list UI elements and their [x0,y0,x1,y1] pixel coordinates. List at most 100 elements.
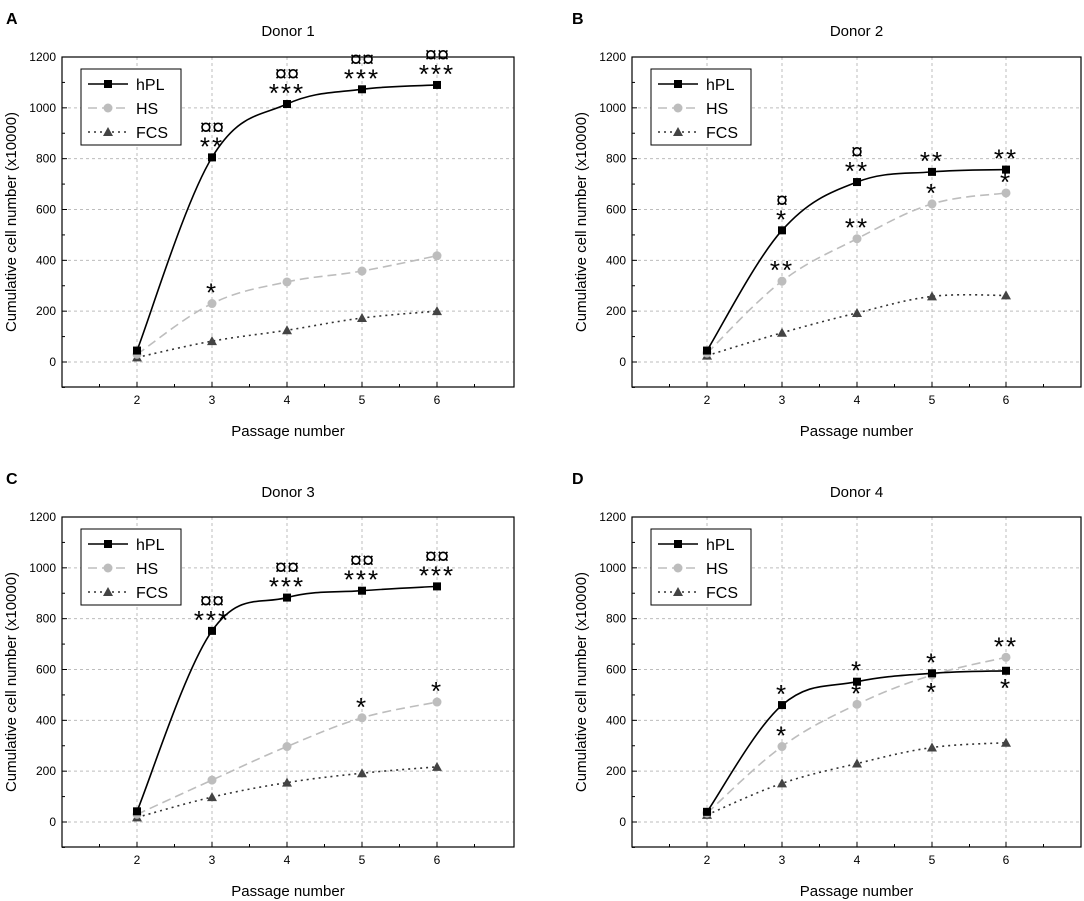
data-point-fcs [432,306,442,316]
significance-stars: *** [419,59,455,89]
data-point-hs [432,697,442,707]
legend-marker-fcs [103,587,113,596]
data-point-hpl [358,85,366,94]
x-tick-label: 3 [779,853,786,867]
y-axis-title: Cumulative cell number (x10000) [573,572,590,792]
data-point-hpl [208,626,216,635]
y-tick-label: 800 [606,152,626,166]
series-line-hs [136,701,438,816]
legend-marker-hs [673,103,683,113]
plot-frame [61,516,515,848]
legend-marker-hs [103,563,113,573]
y-tick-label: 400 [36,713,56,727]
plot-frame [61,56,515,388]
significance-stars: * [776,679,788,709]
y-tick-label: 1200 [599,510,626,524]
data-point-hpl [703,346,711,355]
significance-stars: * [776,721,788,751]
significance-stars: ** [845,213,869,243]
data-point-hpl [283,100,291,109]
y-tick-label: 400 [606,253,626,267]
data-point-hpl [778,226,786,235]
significance-stars: * [1000,673,1012,703]
data-point-hpl [1002,165,1010,174]
data-point-hs [357,713,367,723]
legend-label-hpl: hPL [706,77,735,94]
significance-stars: *** [344,63,380,93]
significance-circles: ¤¤ [200,588,224,613]
y-axis-title: Cumulative cell number (x10000) [3,572,20,792]
y-tick-label: 200 [606,304,626,318]
legend-label-fcs: FCS [706,585,738,602]
significance-circles: ¤¤ [275,61,299,86]
data-point-hs [432,251,442,261]
x-tick-label: 2 [134,853,141,867]
y-tick-label: 1200 [29,50,56,64]
data-point-fcs [1001,737,1011,747]
data-point-fcs [207,336,217,346]
legend-marker-hpl [674,80,682,88]
data-point-fcs [852,307,862,317]
significance-stars: * [926,178,938,208]
significance-stars: ** [770,255,794,285]
y-tick-label: 200 [36,764,56,778]
legend-label-fcs: FCS [136,585,168,602]
legend-marker-hpl [104,80,112,88]
legend-label-hs: HS [706,101,728,118]
y-tick-label: 800 [36,152,56,166]
significance-circles: ¤¤ [200,114,224,139]
legend-label-hs: HS [136,561,158,578]
data-point-hs [1001,652,1011,662]
legend-label-hs: HS [706,561,728,578]
significance-circles: ¤¤ [350,548,374,573]
y-tick-label: 800 [36,612,56,626]
legend-label-hpl: hPL [136,77,165,94]
legend-marker-hpl [674,540,682,548]
y-tick-label: 0 [49,355,56,369]
data-point-hs [282,277,292,287]
significance-stars: ** [920,146,944,176]
data-point-hpl [1002,666,1010,675]
legend-marker-hs [673,563,683,573]
x-tick-label: 4 [284,393,291,407]
legend-box [650,68,752,146]
data-point-fcs [282,325,292,335]
x-tick-label: 5 [359,853,366,867]
legend-box [80,528,182,606]
series-line-hpl [136,585,438,812]
series-line-fcs [136,766,438,819]
x-tick-label: 5 [929,393,936,407]
y-tick-label: 400 [606,713,626,727]
y-tick-label: 600 [36,203,56,217]
data-point-fcs [852,758,862,768]
y-tick-label: 200 [36,304,56,318]
data-point-fcs [432,761,442,771]
significance-circles: ¤ [851,139,863,164]
significance-stars: ** [994,144,1018,174]
chart-title: Donor 2 [830,23,883,40]
legend: hPL HS FCS [650,68,752,146]
chart-panel-3: C Donor 3 0 200 400 600 800 1000 1200 2 3 4 5 6 Passag… [3,471,515,900]
y-tick-label: 1000 [29,561,56,575]
x-tick-label: 2 [134,393,141,407]
data-point-hpl [928,669,936,678]
data-point-fcs [1001,290,1011,300]
significance-stars: *** [269,78,305,108]
chart-title: Donor 3 [261,484,314,501]
significance-stars: *** [194,605,230,635]
x-tick-label: 3 [209,393,216,407]
significance-stars: ** [200,131,224,161]
y-tick-label: 0 [619,355,626,369]
significance-circles: ¤ [776,187,788,212]
data-point-fcs [282,777,292,787]
chart-title: Donor 4 [830,484,883,501]
y-tick-label: 1200 [29,510,56,524]
series-line-hpl [136,84,438,351]
legend: hPL HS FCS [80,68,182,146]
legend-marker-hpl [104,540,112,548]
legend-marker-fcs [103,127,113,136]
significance-stars: * [926,677,938,707]
data-point-hs [282,742,292,752]
y-tick-label: 600 [36,663,56,677]
data-point-hpl [133,807,141,816]
